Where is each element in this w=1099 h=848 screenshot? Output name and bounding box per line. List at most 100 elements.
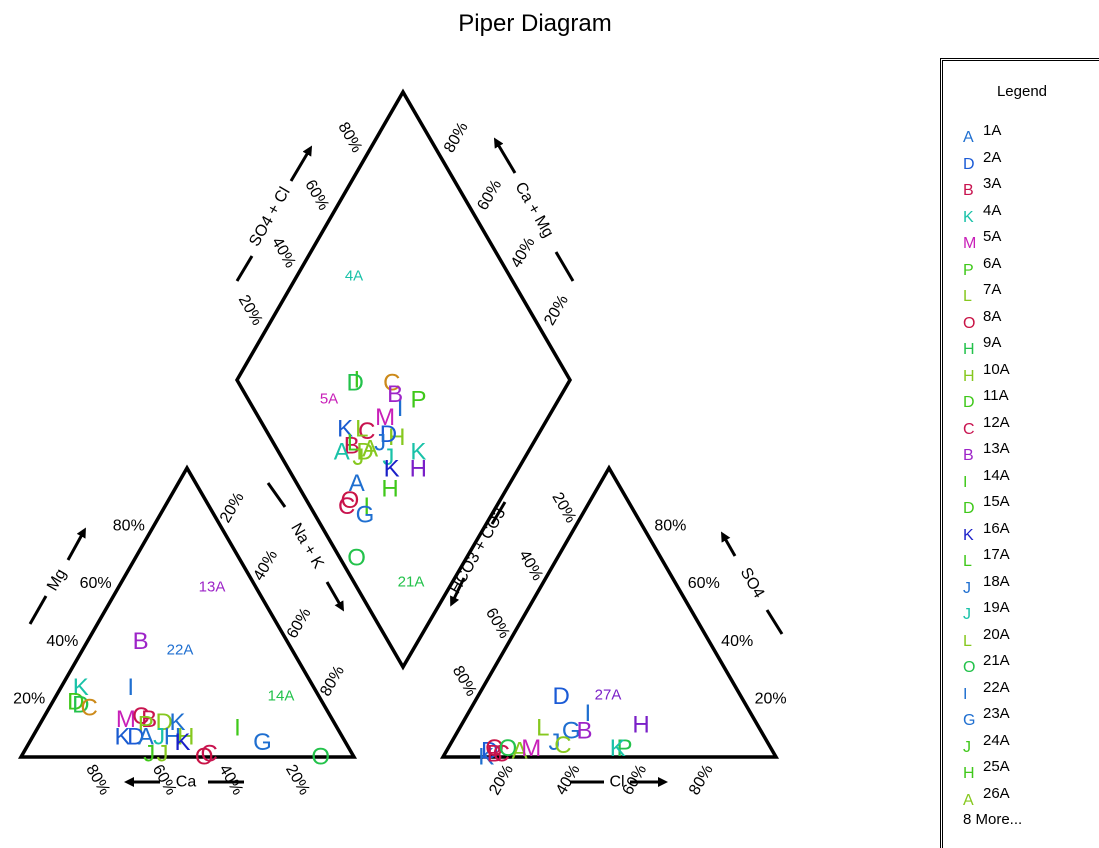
legend-label: 9A [983, 334, 1002, 351]
cation-point-0: K [73, 674, 89, 701]
legend-label: 18A [983, 572, 1010, 590]
tick-ca-80%: 80% [82, 762, 113, 798]
annotation-13A: 13A [199, 579, 226, 596]
legend-label: 1A [983, 122, 1002, 139]
tick-labels: 20%40%60%80%20%40%60%80%20%40%60%80% 20%4… [13, 119, 786, 798]
anion-point-2: O [485, 735, 504, 762]
tick-nak-20%: 20% [217, 490, 248, 526]
cation-triangle [17, 464, 358, 759]
diamond-point-13: K [384, 455, 400, 482]
tick-mg-20%: 20% [13, 691, 45, 708]
legend-symbol: M [963, 235, 977, 252]
cation-point-17: H [177, 723, 194, 750]
tick-so4-80%: 80% [654, 517, 686, 534]
anion-point-17: K [610, 735, 626, 762]
cation-point-9: P [138, 712, 154, 739]
legend-symbol: L [963, 553, 972, 570]
anion-point-12: I [584, 700, 591, 727]
diamond-point-18: D [356, 438, 373, 465]
legend-entry-25A: H 25A [963, 758, 1010, 785]
anion-point-9: D [552, 683, 569, 710]
legend-more[interactable]: 8 More... [963, 811, 1023, 828]
diamond-point-2: P [410, 387, 426, 414]
legend-entry-24A: J 24A [963, 732, 1010, 759]
legend-entry-1A: A 1A [963, 122, 1002, 149]
tick-so4cl-20%: 20% [235, 292, 266, 328]
cation-point-19: I [234, 715, 241, 742]
diamond-point-3: C [383, 369, 400, 396]
legend-label: 5A [983, 228, 1002, 245]
diamond-point-14: H [381, 476, 398, 503]
axis-label-mg: Mg [44, 566, 70, 594]
annotation-22A: 22A [167, 642, 194, 659]
cation-point-13: D [127, 723, 144, 750]
legend-label: 17A [983, 546, 1010, 563]
diamond-point-11: J [374, 430, 386, 457]
legend-label: 3A [983, 175, 1002, 192]
tick-camg-80%: 80% [441, 119, 472, 155]
legend-label: 11A [983, 387, 1009, 404]
cation-point-11: K [169, 709, 185, 736]
diamond-point-9: I [354, 367, 361, 394]
diamond-point-12: J [382, 444, 394, 471]
diamond-point-4: B [387, 381, 403, 408]
axis-label-cl: Cl [609, 774, 624, 791]
legend-label: 2A [983, 148, 1002, 166]
cation-point-8: B [141, 706, 157, 733]
annotation-5A: 5A [320, 391, 338, 408]
legend-symbol: O [963, 659, 976, 676]
tick-cl-80%: 80% [686, 762, 717, 798]
diamond-point-21: B [344, 433, 360, 460]
legend-symbol: I [963, 685, 968, 703]
anion-point-1: D [481, 738, 498, 765]
legend-entry-5A: M 5A [963, 228, 1002, 255]
legend-title: Legend [996, 83, 1048, 100]
legend-entry-22A: I 22A [963, 679, 1010, 706]
annotation-14A: 14A [268, 688, 295, 705]
diamond-point-6: H [388, 424, 405, 451]
tick-mg-40%: 40% [46, 633, 78, 650]
legend-label: 19A [983, 599, 1010, 616]
legend-label: 6A [983, 254, 1002, 272]
diamond-point-17: A [362, 435, 378, 462]
cation-point-3: D [72, 691, 89, 718]
legend-symbol: D [963, 155, 975, 173]
cation-point-18: K [174, 729, 190, 756]
legend-entry-14A: I 14A [963, 467, 1010, 494]
axis-label-hco3: HCO3 + CO3 [447, 505, 510, 596]
diamond-point-22: L [347, 430, 360, 457]
diamond-point-15: C [358, 418, 375, 445]
legend: Legend A 1A D 2A B 3A K 4A M 5A P 6A L 7A O 8A H 9A H 10A D 1… [940, 58, 1099, 848]
legend-entry-13A: B 13A [963, 440, 1010, 467]
cation-point-1: I [127, 674, 134, 701]
legend-symbol: P [963, 261, 974, 279]
cation-point-20: G [253, 729, 272, 756]
piper-plot: 20%40%60%80%20%40%60%80%20%40%60%80% 20%4… [13, 88, 787, 798]
tick-camg-60%: 60% [474, 177, 505, 213]
tick-cl-40%: 40% [553, 762, 584, 798]
legend-entry-23A: G 23A [963, 705, 1010, 732]
legend-symbol: O [963, 314, 976, 332]
legend-entry-15A: D 15A [963, 493, 1010, 520]
anion-point-6: A [512, 738, 528, 765]
annotation-27A: 27A [595, 687, 622, 704]
tick-hco3-60%: 60% [482, 605, 513, 641]
axis-label-so4: SO4 [737, 565, 768, 601]
legend-symbol: D [963, 394, 975, 411]
cation-point-22: J [157, 741, 169, 768]
legend-entry-7A: L 7A [963, 281, 1001, 308]
legend-symbol: J [963, 579, 971, 597]
tick-hco3-20%: 20% [548, 490, 579, 526]
legend-entry-8A: O 8A [963, 308, 1001, 335]
tick-mg-80%: 80% [113, 517, 145, 534]
legend-label: 21A [983, 652, 1010, 669]
legend-entry-2A: D 2A [963, 148, 1002, 176]
diamond-point-5: H [410, 455, 427, 482]
legend-label: 10A [983, 360, 1010, 378]
cation-point-12: K [115, 723, 131, 750]
legend-label: 25A [983, 758, 1010, 775]
legend-label: 12A [983, 413, 1010, 431]
legend-symbol: H [963, 367, 975, 385]
legend-entry-21A: O 21A [963, 652, 1010, 679]
diamond-point-26: G [356, 501, 375, 528]
